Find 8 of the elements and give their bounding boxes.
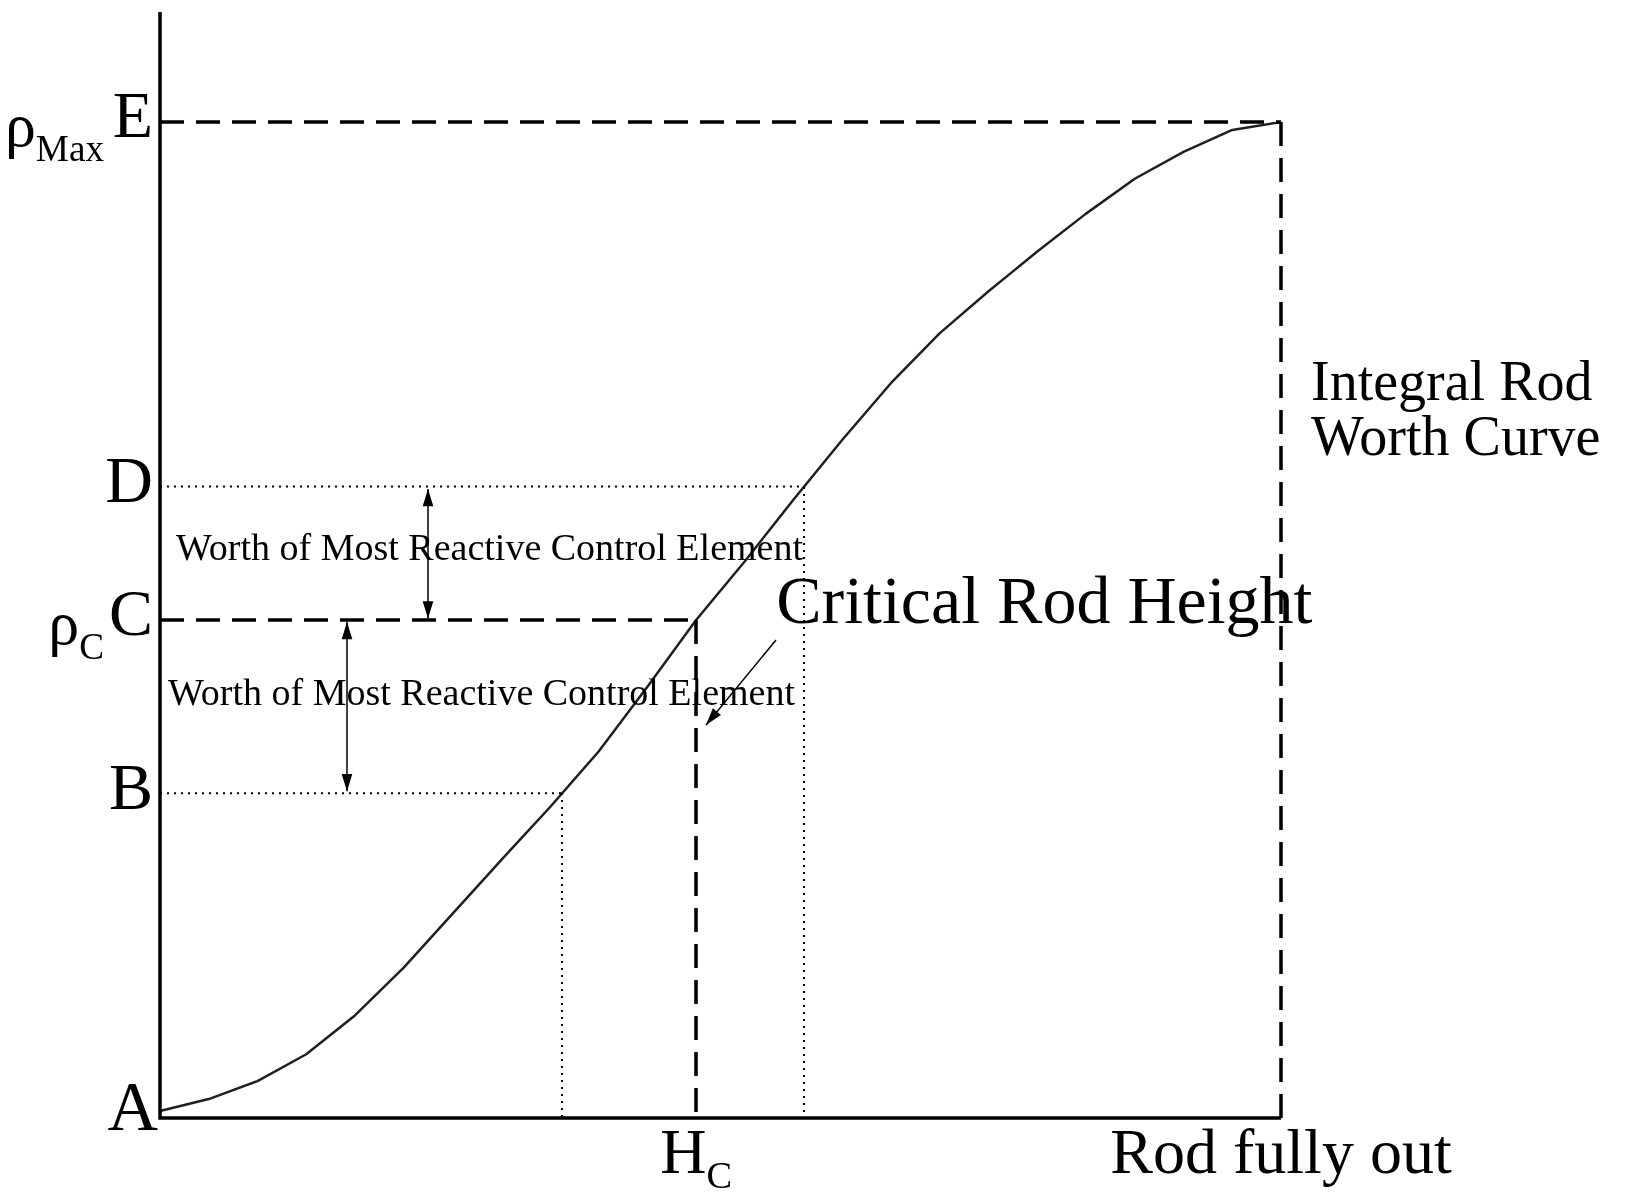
ref-line-label: E: [112, 78, 154, 152]
text: Integral Rod Worth Curve: [1311, 349, 1601, 467]
annotation: Critical Rod Height: [776, 561, 1313, 638]
x-tick-label: Rod fully out: [1110, 1115, 1452, 1187]
ref-line-label: B: [108, 749, 154, 823]
text: A: [107, 1068, 159, 1146]
ref-line-label: D: [105, 442, 154, 516]
ref-line-label: C: [108, 576, 154, 650]
